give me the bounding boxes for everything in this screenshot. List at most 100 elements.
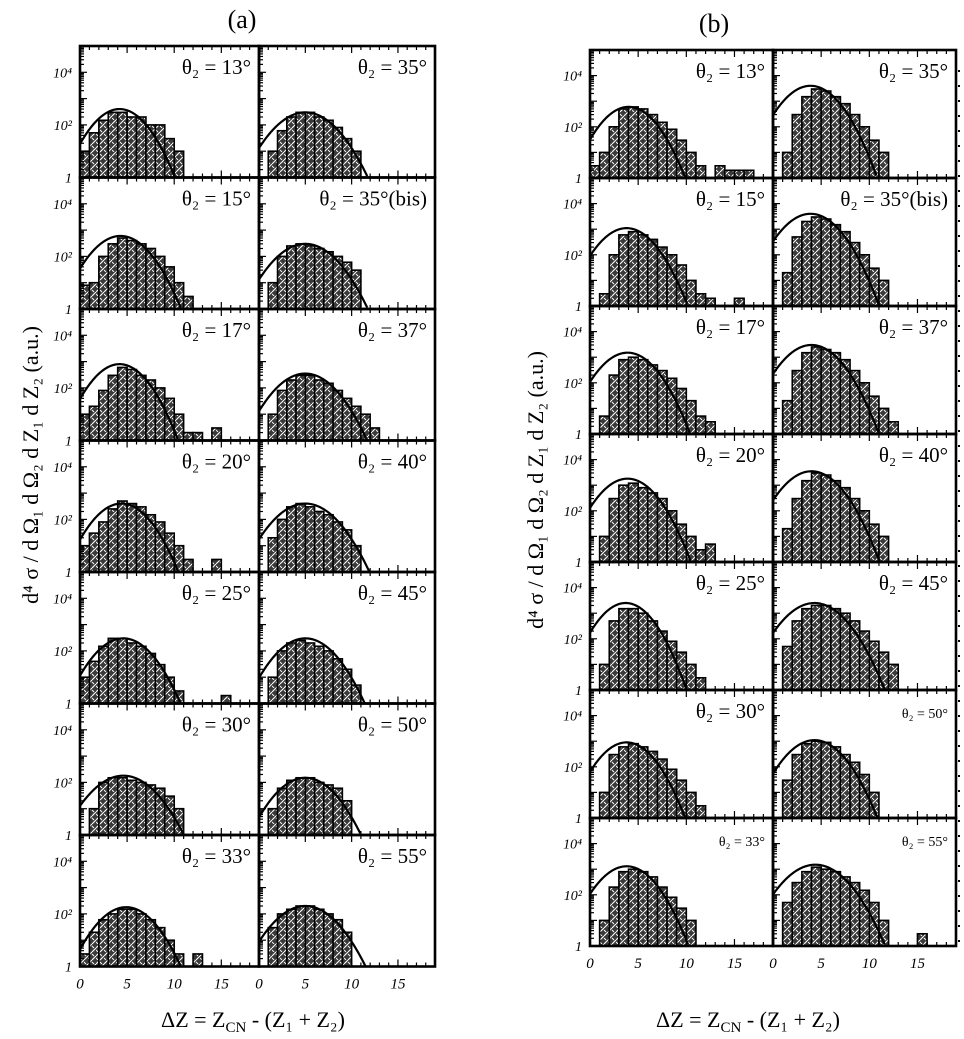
y-tick-label-a-c0-r0-1: 10² — [54, 119, 73, 134]
subplot-label-a-c1-r4: θ₂ = 45° — [358, 581, 427, 605]
edge-dot-4 — [958, 130, 960, 132]
hist-bar-a-c0-r4-7 — [145, 652, 157, 705]
hist-bar-a-c0-r6-2 — [98, 918, 110, 968]
subplot-b-c1-r5: θ₂ = 50° — [771, 688, 958, 820]
edge-dot-45 — [958, 745, 960, 747]
x-tick-label-a-c1-r6-2: 10 — [344, 977, 360, 993]
hist-bar-a-c1-r6-6 — [323, 913, 334, 968]
hist-bar-a-c1-r4-1 — [276, 650, 288, 705]
hist-bar-a-c1-r2-3 — [295, 374, 307, 442]
hist-bar-b-c0-r0-11 — [695, 164, 707, 179]
subplot-label-a-c0-r4: θ₂ = 25° — [182, 581, 251, 605]
hist-bar-b-c0-r3-1 — [598, 535, 611, 563]
hist-bar-b-c1-r6-2 — [801, 870, 813, 947]
subplot-b-c0-r1: θ₂ = 15° 1 10² 10⁴ — [563, 176, 775, 315]
y-tick-label-a-c0-r1-2: 10⁴ — [53, 198, 72, 213]
subplot-b-c0-r3: θ₂ = 20° 1 10² 10⁴ — [563, 432, 775, 571]
hist-bar-a-c1-r0-0 — [267, 150, 279, 179]
hist-bar-a-c1-r2-1 — [276, 389, 288, 442]
hist-bar-a-c1-r6-5 — [313, 908, 325, 968]
edge-dot-6 — [958, 160, 960, 162]
subplot-label-b-c1-r5: θ₂ = 50° — [902, 707, 948, 722]
y-tick-label-b-c0-r5-0: 1 — [575, 812, 582, 827]
hist-bar-a-c0-r1-4 — [116, 237, 128, 310]
hist-bar-a-c1-r5-5 — [313, 781, 325, 836]
hist-bar-a-c0-r4-1 — [88, 660, 100, 705]
hist-bar-a-c0-r6-3 — [107, 913, 119, 968]
hist-bar-b-c0-r5-3 — [627, 742, 639, 819]
hist-bar-a-c1-r4-0 — [267, 676, 279, 705]
hist-bar-a-c1-r1-2 — [285, 245, 297, 310]
hist-bar-b-c0-r4-2 — [608, 620, 620, 691]
model-curve-a-c0-r3 — [79, 502, 180, 573]
hist-bar-b-c0-r5-4 — [637, 746, 649, 819]
edge-dot-17 — [958, 325, 960, 327]
hist-bar-b-c1-r4-1 — [791, 620, 803, 691]
hist-bar-b-c1-r4-3 — [810, 604, 822, 691]
edge-dot-43 — [958, 715, 960, 717]
y-tick-label-b-c0-r3-0: 1 — [575, 556, 582, 571]
model-curve-a-c0-r0 — [79, 107, 176, 178]
model-curve-a-c1-r6 — [258, 904, 367, 967]
hist-bar-b-c0-r3-2 — [608, 497, 620, 563]
x-tick-label-a-c0-r6-1: 5 — [123, 977, 131, 993]
y-tick-label-b-c0-r0-0: 1 — [575, 172, 582, 187]
y-tick-label-a-c0-r0-2: 10⁴ — [53, 66, 72, 81]
hist-bar-a-c1-r4-2 — [285, 642, 297, 705]
y-tick-label-a-c0-r0-0: 1 — [65, 172, 72, 187]
x-tick-label-b-c0-r6-3: 15 — [727, 956, 743, 972]
hist-bar-b-c0-r0-2 — [608, 126, 620, 179]
model-curve-b-c1-r6 — [772, 863, 886, 945]
subplot-a-c1-r6: θ₂ = 55° 0 5 10 15 — [255, 833, 437, 993]
model-curve-a-c1-r3 — [258, 502, 370, 572]
hist-bar-a-c0-r2-13 — [211, 427, 223, 442]
hist-bar-b-c1-r0-3 — [810, 88, 822, 179]
edge-dot-20 — [958, 370, 960, 372]
y-tick-label-b-c0-r0-2: 10⁴ — [563, 70, 582, 85]
y-tick-label-a-c0-r4-2: 10⁴ — [53, 592, 72, 607]
x-axis-label-a-main: ΔZ = Z — [161, 1007, 225, 1032]
hist-bar-b-c0-r5-10 — [695, 804, 707, 819]
subplot-label-b-c0-r2: θ₂ = 17° — [696, 315, 765, 339]
subplot-label-b-c1-r2: θ₂ = 37° — [879, 315, 948, 339]
y-tick-label-b-c0-r6-1: 10² — [564, 889, 583, 904]
hist-bar-a-c0-r2-6 — [135, 374, 147, 442]
subplot-b-c1-r2: θ₂ = 37° — [771, 304, 958, 436]
hist-bar-a-c0-r3-11 — [182, 558, 194, 573]
edge-dot-47 — [958, 775, 960, 777]
hist-bar-b-c1-r1-3 — [810, 216, 822, 307]
y-tick-label-a-c0-r2-0: 1 — [65, 435, 72, 450]
model-curve-b-c1-r1 — [772, 212, 881, 307]
hist-bar-a-c0-r1-11 — [182, 295, 194, 310]
hist-bar-a-c1-r1-4 — [304, 245, 316, 310]
edge-dot-16 — [958, 310, 960, 312]
hist-bar-a-c0-r0-10 — [173, 150, 185, 179]
y-tick-label-b-c0-r4-0: 1 — [575, 684, 582, 699]
hist-bar-b-c0-r1-1 — [598, 292, 611, 307]
edge-dot-49 — [958, 805, 960, 807]
model-curve-b-c1-r5 — [772, 739, 879, 818]
hist-bar-a-c1-r0-2 — [285, 116, 297, 179]
hist-bar-b-c1-r0-7 — [849, 113, 861, 179]
hist-bar-a-c1-r2-11 — [369, 427, 381, 442]
y-tick-label-b-c0-r4-1: 10² — [564, 633, 583, 648]
hist-bar-b-c1-r5-9 — [868, 791, 880, 819]
subplot-label-b-c0-r1: θ₂ = 15° — [696, 187, 765, 211]
hist-bar-b-c0-r2-4 — [627, 356, 639, 435]
hist-bar-b-c1-r1-0 — [781, 271, 794, 307]
model-curve-a-c1-r4 — [258, 637, 366, 704]
hist-bar-b-c0-r2-7 — [656, 369, 668, 435]
x-axis-label-b-sub: CN — [720, 1020, 741, 1036]
edge-dot-33 — [958, 565, 960, 567]
hist-bar-a-c0-r6-4 — [116, 908, 128, 968]
hist-bar-b-c0-r2-6 — [646, 364, 659, 435]
hist-bar-b-c0-r0-13 — [714, 164, 726, 179]
edge-dot-21 — [958, 385, 960, 387]
subplot-label-b-c1-r6: θ₂ = 55° — [902, 835, 948, 850]
hist-bar-a-c1-r1-9 — [350, 269, 362, 310]
hist-bar-b-c1-r5-4 — [820, 741, 832, 819]
hist-bar-a-c1-r0-1 — [276, 129, 288, 179]
hist-bar-b-c1-r5-1 — [791, 753, 803, 819]
edge-dot-27 — [958, 475, 960, 477]
hist-bar-a-c0-r5-3 — [116, 776, 128, 836]
